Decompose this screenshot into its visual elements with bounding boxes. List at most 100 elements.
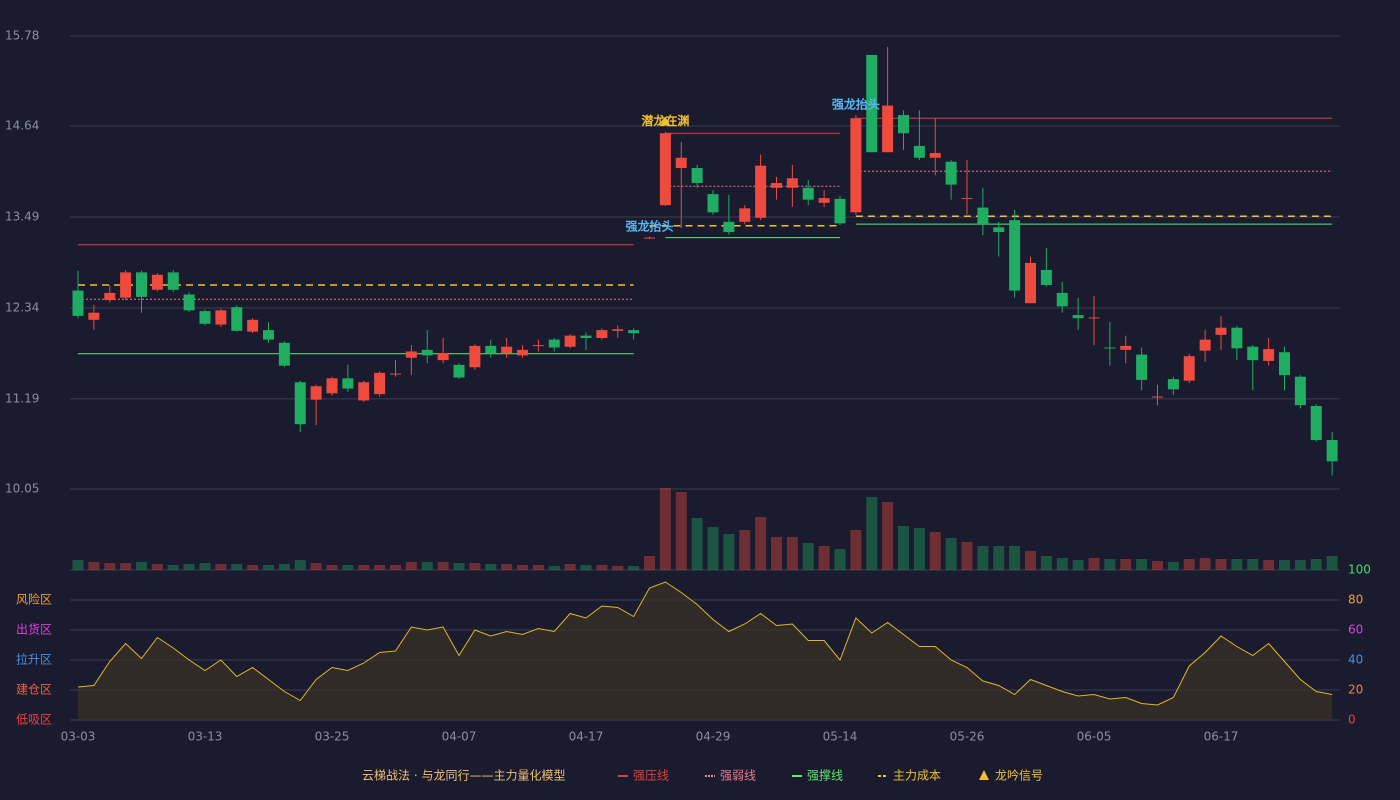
volume-bar [1326,556,1338,570]
level-line [78,170,1333,300]
candle-body [390,373,401,375]
volume-bar [834,549,846,570]
x-tick-label: 04-29 [696,730,731,744]
candle-body [834,198,846,224]
candle-body [501,346,513,354]
volume-bar [1088,558,1100,570]
candle-body [517,349,528,356]
volume-bar [1025,551,1036,570]
candle-body [1215,327,1227,335]
candle-body [1056,292,1068,307]
volume-bar [1310,559,1322,570]
candle-body [723,221,735,233]
volume-bar [1009,546,1021,570]
candle-body [675,157,687,169]
signal-label: 强龙抬头 [832,97,880,112]
volume-bar [294,560,306,570]
x-tick-label: 04-07 [442,730,477,744]
volume-bar [612,566,624,570]
volume-bar [199,563,211,570]
y-tick-label: 10.05 [5,482,39,496]
candle-body [342,378,354,389]
volume-bar [866,497,878,570]
candle-body [707,194,719,213]
volume-bar [1183,559,1195,570]
volume-bar [1199,558,1211,570]
signal-label: 强龙抬头 [625,218,673,233]
candle-body [644,237,655,239]
volume-bar [1167,562,1179,570]
candle-body [913,145,925,158]
volume-bar [580,565,592,570]
volume-bar [136,562,147,570]
candle-body [1025,262,1036,304]
candle-body [437,353,449,361]
volume-bar [104,563,116,570]
osc-tick-label: 80 [1348,593,1363,607]
y-tick-label: 13.49 [5,210,39,224]
volume-bar [882,502,894,570]
candle-body [1104,347,1116,349]
volume-bar [1263,560,1275,570]
candle-body [326,378,338,394]
candle-body [278,342,290,366]
candle-body [564,335,576,347]
volume-bar [1279,560,1290,570]
zone-label: 拉升区 [16,652,52,667]
volume-bar [532,565,544,570]
volume-bar [485,564,497,570]
x-tick-label: 03-25 [315,730,350,744]
volume-bar [374,565,386,570]
x-tick-label: 06-17 [1204,730,1239,744]
candle-body [1152,396,1163,398]
y-tick-label: 14.64 [5,119,39,133]
volume-bar [659,488,671,570]
x-tick-label: 06-05 [1077,730,1112,744]
volume-bar [723,534,735,570]
candle-body [374,372,386,395]
volume-bar [596,565,608,570]
y-tick-label: 11.19 [5,391,39,405]
volume-bar [342,565,354,570]
volume-bar [1120,559,1132,570]
volume-bar [691,518,703,570]
candle-body [1279,352,1290,376]
candle-body [628,330,640,334]
candle-body [1199,339,1211,351]
volume-bar [1104,559,1116,570]
candle-body [183,294,195,311]
volume-bar [675,492,687,570]
volume-bar [1247,559,1259,570]
zone-label: 风险区 [16,592,52,607]
volume-bar [358,565,370,570]
candle-body [786,178,798,188]
candle-body [151,274,163,290]
volume-bar [945,538,957,570]
legend-swatch [979,770,989,780]
candle-body [548,339,560,348]
volume-bar [183,564,195,570]
volume-bar [231,564,243,570]
candle-body [421,349,433,356]
x-tick-label: 03-03 [61,730,96,744]
candle-body [136,272,147,297]
candle-body [1310,405,1322,440]
osc-tick-label: 0 [1348,713,1356,727]
candle-body [691,168,703,184]
candle-body [1247,346,1259,361]
volume-bar [786,537,798,570]
candle-body [1088,317,1100,319]
volume-bar [405,562,417,570]
volume-bar [644,556,655,570]
x-tick-label: 05-14 [823,730,858,744]
volume-bar [628,566,640,570]
candle-body [1120,345,1132,350]
candle-body [739,208,751,222]
legend-label: 强压线 [633,769,669,783]
candle-body [231,307,243,331]
volume-bar [771,537,782,570]
volume-bar [564,564,576,570]
volume-bar [326,565,338,570]
volume-bar [151,564,163,570]
